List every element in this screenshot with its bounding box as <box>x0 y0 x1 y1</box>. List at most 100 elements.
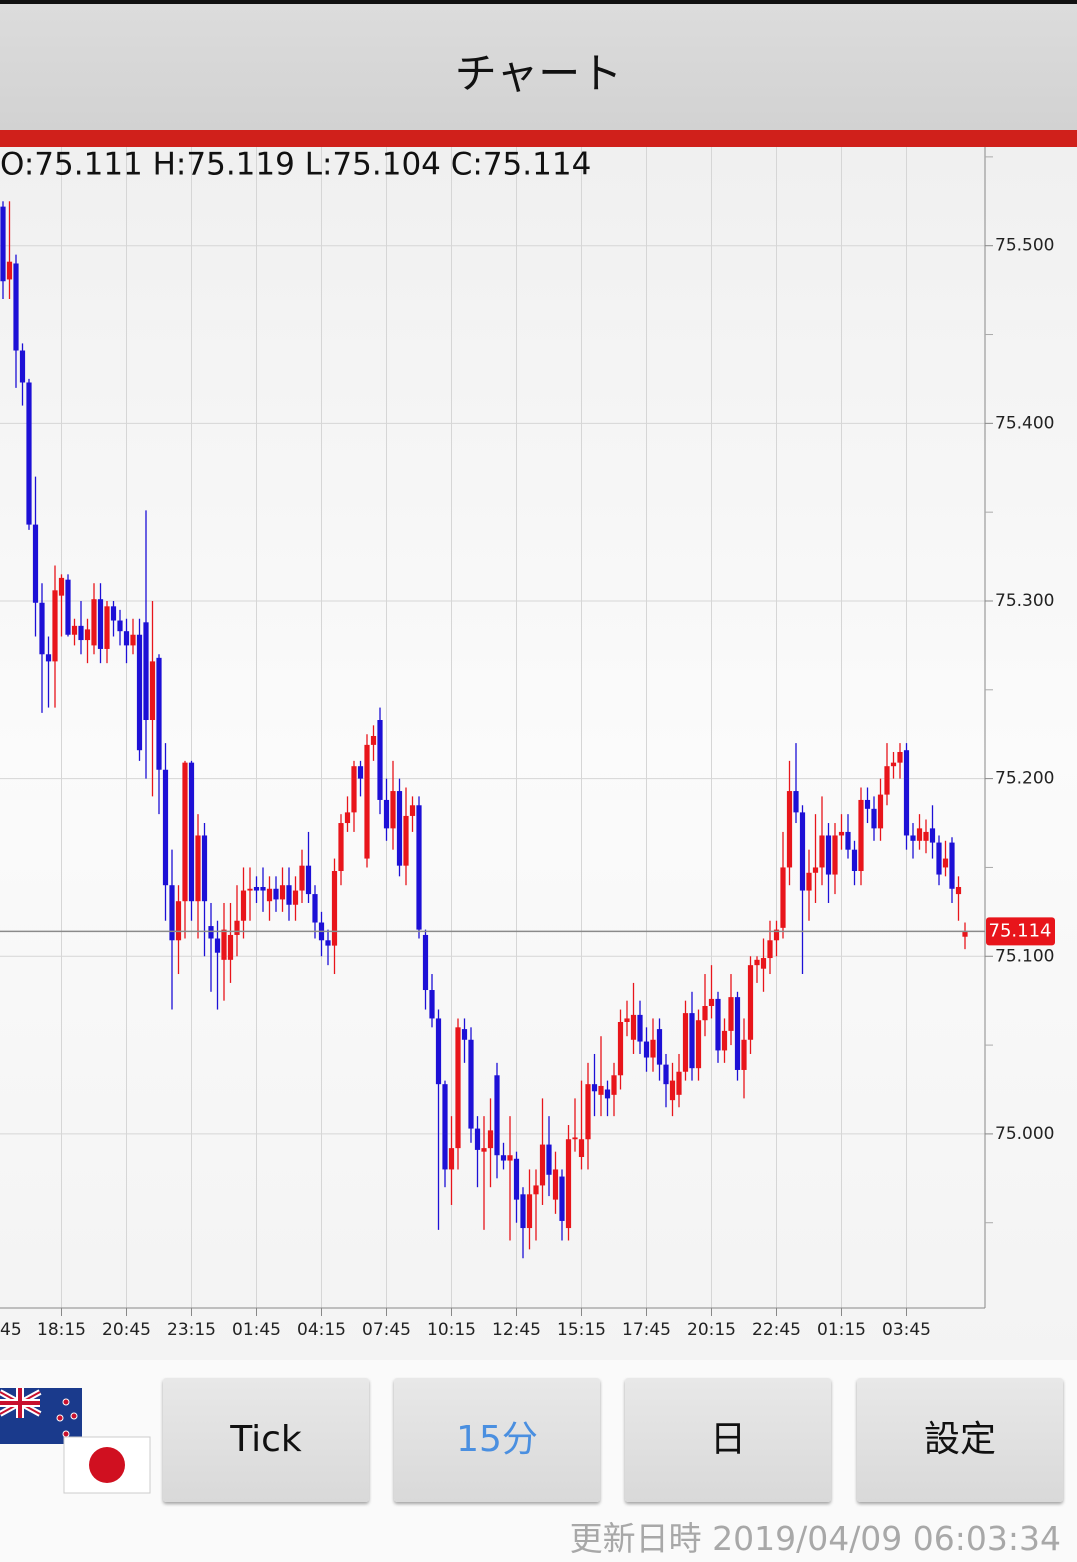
timeframe-button[interactable]: Tick <box>163 1378 369 1502</box>
candle-body <box>429 990 435 1019</box>
candle-body <box>864 799 871 809</box>
candle-body <box>13 263 19 351</box>
candle-body <box>708 998 715 1007</box>
candle-body <box>546 1144 552 1175</box>
candle-body <box>695 1020 702 1069</box>
candle-body <box>929 828 936 843</box>
candle-body <box>539 1144 546 1186</box>
candle-body <box>338 823 344 872</box>
candle-body <box>344 812 351 824</box>
candle-body <box>799 812 806 891</box>
candle-body <box>780 867 786 928</box>
candle-body <box>110 606 117 621</box>
page-title: チャート <box>454 49 623 98</box>
candle-body <box>221 929 227 960</box>
candle-body <box>136 634 143 751</box>
candle-body <box>760 958 767 969</box>
candle-body <box>513 1158 520 1200</box>
candle-body <box>682 1013 689 1072</box>
candle-body <box>435 1018 442 1085</box>
candle-body <box>45 654 52 662</box>
candle-body <box>741 1039 747 1070</box>
candle-body <box>507 1155 513 1161</box>
x-tick-label: 07:45 <box>362 1320 411 1340</box>
timeframe-button[interactable]: 15分 <box>394 1378 600 1502</box>
candle-body <box>585 1084 591 1140</box>
candle-body <box>370 735 377 745</box>
candle-body <box>351 766 357 813</box>
candle-body <box>26 382 32 525</box>
candle-body <box>890 762 897 767</box>
candle-body <box>52 590 58 662</box>
candle-body <box>0 206 6 282</box>
candle-body <box>845 831 851 850</box>
y-tick-label: 75.000 <box>995 1124 1054 1144</box>
candle-body <box>591 1084 598 1092</box>
candle-body <box>838 831 845 836</box>
candle-body <box>448 1148 455 1170</box>
candle-body <box>32 524 39 603</box>
chart: O:75.111 H:75.119 L:75.104 C:75.114 75.0… <box>0 147 1077 1360</box>
candle-body <box>468 1039 474 1129</box>
x-tick-label: 01:15 <box>817 1320 866 1340</box>
candle-body <box>728 997 734 1031</box>
x-tick-label: 04:15 <box>297 1320 346 1340</box>
candle-body <box>286 885 292 905</box>
candle-body <box>910 835 916 841</box>
candle-body <box>416 805 422 930</box>
candle-body <box>214 938 221 953</box>
x-tick-label: 20:45 <box>102 1320 151 1340</box>
candle-body <box>39 602 45 655</box>
x-tick-label: 12:45 <box>492 1320 541 1340</box>
candle-body <box>702 1006 708 1021</box>
candle-body <box>565 1139 572 1229</box>
candle-body <box>604 1089 611 1099</box>
y-tick-label: 75.100 <box>995 946 1054 966</box>
candle-body <box>832 835 838 875</box>
candle-body <box>598 1085 604 1095</box>
x-tick-label: 20:15 <box>687 1320 736 1340</box>
candle-body <box>942 858 949 868</box>
candle-body <box>91 599 97 646</box>
candle-body <box>227 934 234 960</box>
candle-body <box>422 934 429 991</box>
candle-body <box>949 842 955 889</box>
candle-body <box>871 808 877 829</box>
candle-body <box>292 890 299 905</box>
candle-body <box>325 940 331 946</box>
candle-body <box>903 750 910 836</box>
candle-body <box>656 1029 663 1065</box>
candle-body <box>104 606 110 649</box>
candle-body <box>630 1014 637 1040</box>
candle-body <box>877 794 884 829</box>
candle-body <box>208 926 214 939</box>
candle-body <box>715 998 721 1051</box>
candle-body <box>916 828 923 841</box>
candle-body <box>78 625 84 641</box>
candle-body <box>526 1194 533 1229</box>
candle-body <box>240 890 247 921</box>
candle-body <box>279 885 286 900</box>
title-bar: チャート <box>0 0 1077 130</box>
candle-body <box>6 261 13 280</box>
candle-body <box>149 661 156 721</box>
candle-body <box>266 888 273 902</box>
candle-body <box>747 965 754 1040</box>
timeframe-button[interactable]: 設定 <box>857 1378 1063 1502</box>
candle-body <box>84 629 91 641</box>
x-tick-label: 03:45 <box>882 1320 931 1340</box>
candle-body <box>455 1027 461 1149</box>
candle-body <box>19 350 26 383</box>
updated-time: 更新日時 2019/04/09 06:03:34 <box>569 1519 1061 1558</box>
candle-body <box>617 1021 624 1076</box>
candle-body <box>806 872 812 891</box>
candle-body <box>260 886 266 891</box>
candle-body <box>676 1071 682 1095</box>
timeframe-button[interactable]: 日 <box>625 1378 831 1502</box>
candle-body <box>117 620 123 632</box>
candle-body <box>786 791 793 868</box>
candle-body <box>793 791 799 813</box>
candle-body <box>461 1029 468 1040</box>
candle-body <box>273 888 279 900</box>
